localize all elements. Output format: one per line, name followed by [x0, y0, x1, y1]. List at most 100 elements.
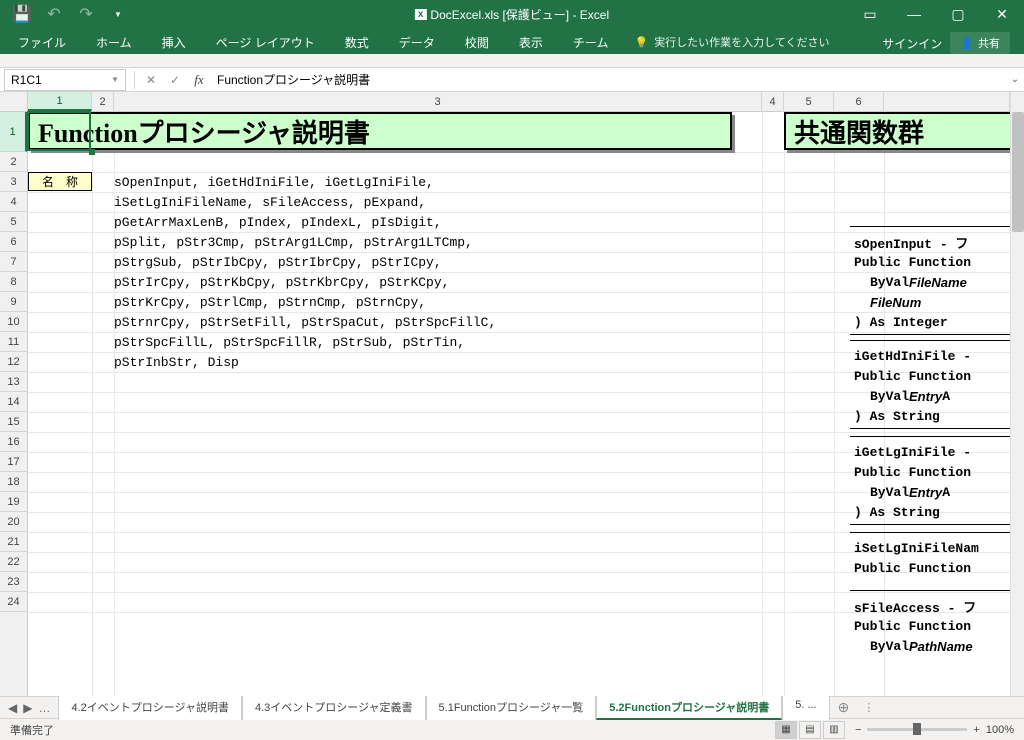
row-header[interactable]: 20: [0, 512, 27, 532]
code-line[interactable]: sOpenInput - フ: [854, 232, 968, 252]
name-label-cell[interactable]: 名 称: [28, 172, 92, 191]
maximize-button[interactable]: ▢: [936, 0, 980, 28]
main-title-cell[interactable]: Functionプロシージャ説明書: [28, 112, 732, 150]
row-header[interactable]: 9: [0, 292, 27, 312]
enter-formula-button[interactable]: ✓: [163, 73, 187, 87]
column-header[interactable]: 4: [762, 92, 784, 111]
row-header[interactable]: 11: [0, 332, 27, 352]
share-button[interactable]: 👤 共有: [950, 32, 1010, 54]
ribbon-tab-insert[interactable]: 挿入: [148, 30, 200, 54]
code-line[interactable]: Public Function: [854, 252, 971, 272]
row-header[interactable]: 17: [0, 452, 27, 472]
row-header[interactable]: 1: [0, 112, 27, 152]
code-line[interactable]: ) As String: [854, 502, 940, 522]
code-line[interactable]: sFileAccess - フ: [854, 596, 976, 616]
row-header[interactable]: 3: [0, 172, 27, 192]
code-line[interactable]: FileNum: [870, 292, 921, 312]
ribbon-display-options[interactable]: ▭: [848, 0, 892, 28]
row-header[interactable]: 10: [0, 312, 27, 332]
code-line[interactable]: iGetHdIniFile -: [854, 346, 971, 366]
zoom-level[interactable]: 100%: [986, 724, 1014, 736]
zoom-thumb[interactable]: [913, 723, 921, 735]
ribbon-tab-view[interactable]: 表示: [505, 30, 557, 54]
function-list-line[interactable]: pStrKrCpy, pStrlCmp, pStrnCmp, pStrnCpy,: [114, 292, 426, 312]
code-line[interactable]: ByVal FileName: [870, 272, 967, 292]
column-header[interactable]: 6: [834, 92, 884, 111]
zoom-slider[interactable]: [867, 728, 967, 731]
undo-button[interactable]: ↶: [40, 2, 68, 26]
function-list-line[interactable]: pStrInbStr, Disp: [114, 352, 239, 372]
zoom-out-button[interactable]: −: [855, 724, 861, 736]
row-header[interactable]: 16: [0, 432, 27, 452]
code-line[interactable]: Public Function: [854, 616, 971, 636]
row-header[interactable]: 4: [0, 192, 27, 212]
sheet-tab[interactable]: 4.3イベントプロシージャ定義書: [242, 696, 426, 720]
code-line[interactable]: Public Function: [854, 366, 971, 386]
save-button[interactable]: 💾: [8, 2, 36, 26]
name-box[interactable]: R1C1 ▼: [4, 69, 126, 91]
row-header[interactable]: 21: [0, 532, 27, 552]
expand-formula-button[interactable]: ⌄: [1006, 74, 1024, 85]
column-header[interactable]: 3: [114, 92, 762, 111]
code-line[interactable]: Public Function: [854, 462, 971, 482]
vertical-scrollbar[interactable]: [1010, 92, 1024, 696]
ribbon-tab-home[interactable]: ホーム: [82, 30, 146, 54]
sheet-tab-nav[interactable]: ◀ ▶ …: [0, 701, 58, 715]
select-all-button[interactable]: [0, 92, 28, 112]
ribbon-tab-file[interactable]: ファイル: [4, 30, 80, 54]
row-header[interactable]: 19: [0, 492, 27, 512]
qat-dropdown[interactable]: ▼: [104, 2, 132, 26]
close-button[interactable]: ✕: [980, 0, 1024, 28]
row-header[interactable]: 5: [0, 212, 27, 232]
row-header[interactable]: 15: [0, 412, 27, 432]
function-list-line[interactable]: pStrIrCpy, pStrKbCpy, pStrKbrCpy, pStrKC…: [114, 272, 449, 292]
row-header[interactable]: 22: [0, 552, 27, 572]
ribbon-tab-pagelayout[interactable]: ページ レイアウト: [202, 30, 329, 54]
ribbon-tab-review[interactable]: 校閲: [451, 30, 503, 54]
sheet-tab[interactable]: 5.2Functionプロシージャ説明書: [596, 696, 782, 720]
minimize-button[interactable]: —: [892, 0, 936, 28]
ribbon-tab-formulas[interactable]: 数式: [331, 30, 383, 54]
cells-area[interactable]: Functionプロシージャ説明書共通関数群名 称sOpenInput, iGe…: [28, 112, 1010, 696]
column-header[interactable]: 5: [784, 92, 834, 111]
function-list-line[interactable]: pSplit, pStr3Cmp, pStrArg1LCmp, pStrArg1…: [114, 232, 473, 252]
code-line[interactable]: iSetLgIniFileNam: [854, 538, 979, 558]
row-header[interactable]: 8: [0, 272, 27, 292]
zoom-in-button[interactable]: +: [973, 724, 979, 736]
tab-nav-prev[interactable]: ◀: [8, 701, 17, 715]
row-header[interactable]: 13: [0, 372, 27, 392]
function-list-line[interactable]: pStrSpcFillL, pStrSpcFillR, pStrSub, pSt…: [114, 332, 465, 352]
cancel-formula-button[interactable]: ✕: [139, 73, 163, 87]
function-list-line[interactable]: pStrnrCpy, pStrSetFill, pStrSpaCut, pStr…: [114, 312, 496, 332]
code-line[interactable]: ByVal PathName: [870, 636, 973, 656]
redo-button[interactable]: ↷: [72, 2, 100, 26]
code-line[interactable]: iGetLgIniFile -: [854, 442, 971, 462]
side-title-cell[interactable]: 共通関数群: [784, 112, 1014, 150]
ribbon-tab-team[interactable]: チーム: [559, 30, 623, 54]
row-header[interactable]: 18: [0, 472, 27, 492]
function-list-line[interactable]: iSetLgIniFileName, sFileAccess, pExpand,: [114, 192, 426, 212]
add-sheet-button[interactable]: ⊕: [830, 699, 858, 716]
function-list-line[interactable]: pGetArrMaxLenB, pIndex, pIndexL, pIsDigi…: [114, 212, 442, 232]
scrollbar-thumb[interactable]: [1012, 112, 1024, 232]
ribbon-tab-data[interactable]: データ: [385, 30, 449, 54]
code-line[interactable]: ByVal Entry A: [870, 482, 950, 502]
row-header[interactable]: 23: [0, 572, 27, 592]
tab-nav-next[interactable]: ▶: [23, 701, 32, 715]
function-list-line[interactable]: pStrgSub, pStrIbCpy, pStrIbrCpy, pStrICp…: [114, 252, 442, 272]
tabs-options[interactable]: ⋮: [857, 701, 880, 714]
code-line[interactable]: Public Function: [854, 558, 971, 578]
insert-function-button[interactable]: fx: [187, 72, 211, 88]
function-list-line[interactable]: sOpenInput, iGetHdIniFile, iGetLgIniFile…: [114, 172, 434, 192]
tell-me-box[interactable]: 💡 実行したい作業を入力してください: [624, 30, 839, 54]
sheet-tab[interactable]: 5.1Functionプロシージャ一覧: [426, 696, 597, 720]
code-line[interactable]: ByVal Entry A: [870, 386, 950, 406]
code-line[interactable]: ) As Integer: [854, 312, 948, 332]
tab-nav-more[interactable]: …: [38, 701, 50, 715]
sheet-tab[interactable]: 5. ...: [782, 696, 829, 720]
row-header[interactable]: 7: [0, 252, 27, 272]
row-header[interactable]: 2: [0, 152, 27, 172]
sheet-tab[interactable]: 4.2イベントプロシージャ説明書: [58, 696, 242, 720]
row-header[interactable]: 14: [0, 392, 27, 412]
signin-link[interactable]: サインイン: [882, 35, 942, 52]
